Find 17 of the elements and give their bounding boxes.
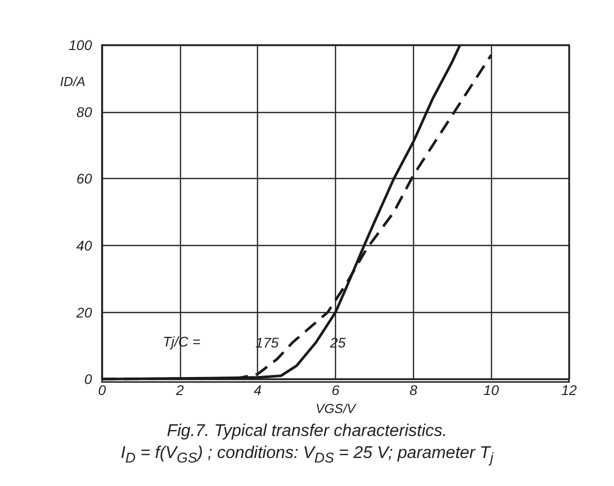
y-tick-label: 0 bbox=[84, 371, 92, 388]
x-tick-label: 0 bbox=[98, 382, 106, 398]
x-tick-label: 10 bbox=[483, 382, 500, 398]
y-tick-label: 100 bbox=[68, 37, 92, 53]
y-axis-title: ID/A bbox=[60, 74, 86, 89]
y-tick-label: 80 bbox=[76, 104, 92, 120]
x-axis-title: VGS/V bbox=[316, 401, 357, 416]
text: I$_{D}$ = f(V$_{GS}$) ; conditions: V$_{DS}$ = 25 V; parameter T$_{j}$ bbox=[120, 442, 494, 468]
y-tick-label: 60 bbox=[76, 170, 92, 187]
x-tick-label: 6 bbox=[332, 382, 340, 398]
y-tick-label: 40 bbox=[76, 237, 92, 254]
x-tick-label: 2 bbox=[174, 382, 184, 398]
text: Fig.7. Typical transfer characteristics. bbox=[166, 420, 448, 442]
x-tick-label: 12 bbox=[561, 382, 577, 398]
y-tick-label: 20 bbox=[75, 304, 92, 320]
x-tick-label: 4 bbox=[254, 382, 262, 398]
x-tick-label: 8 bbox=[409, 382, 418, 398]
